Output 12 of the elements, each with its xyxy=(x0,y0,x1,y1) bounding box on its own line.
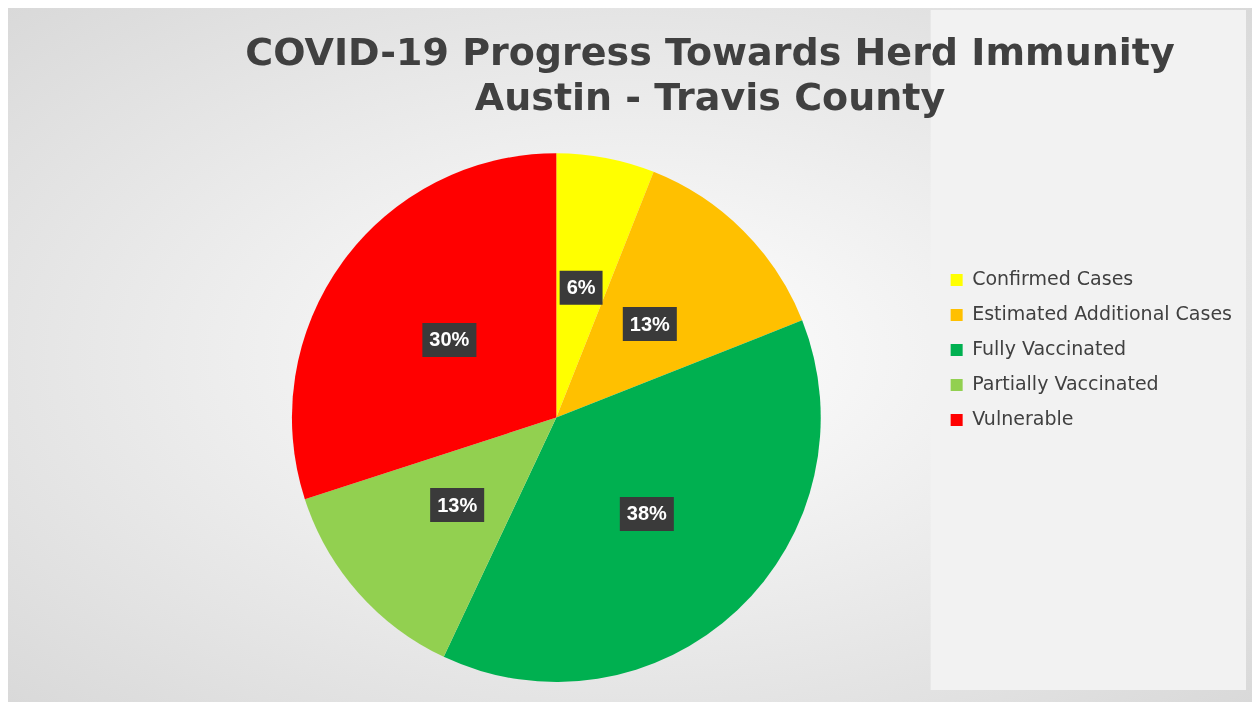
text: COVID-19 Progress Towards Herd Immunity xyxy=(245,29,1175,74)
legend-label: Estimated Additional Cases xyxy=(972,301,1232,324)
legend-label: Partially Vaccinated xyxy=(972,371,1159,394)
data-label: 30% xyxy=(429,328,470,351)
data-label: 6% xyxy=(566,276,596,299)
data-label: 13% xyxy=(629,312,671,335)
legend-label: Vulnerable xyxy=(972,406,1074,429)
text: Austin - Travis County xyxy=(474,75,946,120)
legend-label: Confirmed Cases xyxy=(972,266,1134,289)
data-label: 38% xyxy=(626,502,668,525)
data-label: 13% xyxy=(437,493,478,516)
legend-label: Fully Vaccinated xyxy=(972,336,1127,359)
